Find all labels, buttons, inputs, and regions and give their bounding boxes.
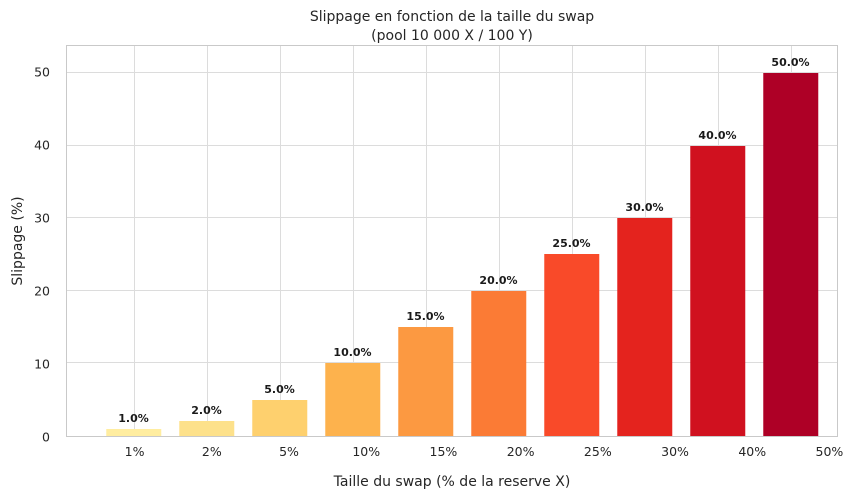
bar [543, 254, 600, 436]
bar-slot: 15.0% [389, 46, 462, 436]
y-gridline [67, 71, 837, 73]
x-tick-label: 50% [815, 444, 844, 459]
bar-slot: 2.0% [170, 46, 243, 436]
bar-slot: 20.0% [462, 46, 535, 436]
y-tick-label: 10 [34, 356, 50, 372]
x-tick-label: 1% [124, 444, 145, 459]
x-gridline [571, 46, 573, 436]
bar-slot: 40.0% [681, 46, 754, 436]
bar-slot: 50.0% [754, 46, 827, 436]
bar-value-label: 1.0% [118, 411, 149, 425]
x-tick-label: 25% [583, 444, 612, 459]
bar-value-label: 30.0% [625, 201, 664, 215]
plot-area: 1.0% 2.0% 5.0% 10.0% 15.0% 20.0% 25.0% 30.0% 40.… [66, 45, 838, 437]
y-tick-labels: 0 10 20 30 40 50 [0, 45, 58, 445]
y-tick-label: 30 [34, 210, 50, 226]
x-tick-label: 20% [506, 444, 535, 459]
x-gridline [206, 46, 208, 436]
bar-slot: 25.0% [535, 46, 608, 436]
y-gridline [67, 289, 837, 291]
x-tick-label: 40% [738, 444, 767, 459]
x-tick-labels: 1% 2% 5% 10% 15% 20% 25% 30% 40% 50% [66, 444, 852, 459]
y-gridline [67, 144, 837, 146]
bar-value-label: 25.0% [552, 237, 591, 251]
bar-slot: 5.0% [243, 46, 316, 436]
y-tick-label: 20 [34, 283, 50, 299]
x-tick-label: 30% [661, 444, 689, 459]
bars-row: 1.0% 2.0% 5.0% 10.0% 15.0% 20.0% 25.0% 30.0% 40.… [67, 46, 837, 436]
bar [324, 363, 381, 436]
x-tick-label: 15% [429, 444, 458, 459]
bar [251, 399, 308, 436]
bar-value-label: 2.0% [191, 404, 222, 418]
bar-value-label: 15.0% [406, 310, 445, 324]
bar [616, 218, 673, 436]
y-tick-label: 0 [42, 429, 50, 445]
bar-value-label: 40.0% [698, 128, 737, 142]
y-tick-label: 50 [34, 64, 50, 80]
x-gridline [498, 46, 500, 436]
bar [762, 72, 819, 436]
bar [105, 428, 162, 436]
x-tick-label: 10% [352, 444, 381, 459]
x-tick-label: 5% [279, 444, 299, 459]
bar [470, 290, 527, 436]
x-axis-label: Taille du swap (% de la reserve X) [333, 474, 571, 490]
chart-title: Slippage en fonction de la taille du swa… [66, 8, 838, 46]
bar-value-label: 5.0% [264, 382, 295, 396]
x-gridline [425, 46, 427, 436]
bar-value-label: 20.0% [479, 273, 518, 287]
bar [178, 421, 235, 436]
x-gridline [133, 46, 135, 436]
x-tick-label: 2% [201, 444, 222, 459]
bar-slot: 30.0% [608, 46, 681, 436]
x-gridline [279, 46, 281, 436]
bar [689, 145, 746, 436]
bar [397, 327, 454, 436]
bar-value-label: 50.0% [771, 55, 810, 69]
bar-slot: 10.0% [316, 46, 389, 436]
chart-title-line1: Slippage en fonction de la taille du swa… [309, 9, 595, 25]
bar-slot: 1.0% [97, 46, 170, 436]
y-gridline [67, 217, 837, 219]
x-gridline [352, 46, 354, 436]
chart-title-line2: (pool 10 000 X / 100 Y) [371, 27, 533, 44]
bar-value-label: 10.0% [333, 346, 372, 360]
y-tick-label: 40 [34, 137, 50, 153]
